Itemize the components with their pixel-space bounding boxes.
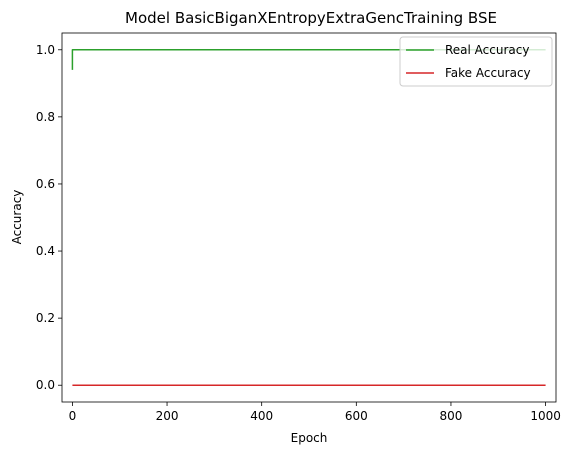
x-axis-label: Epoch (291, 431, 328, 445)
y-tick-label: 0.4 (36, 244, 55, 258)
series-line-1 (71, 49, 546, 70)
legend-label: Fake Accuracy (445, 66, 531, 80)
x-tick-label: 600 (345, 409, 368, 423)
y-tick-label: 0.0 (36, 378, 55, 392)
legend: Real Accuracy Fake Accuracy (399, 36, 553, 87)
axes-frame (61, 32, 557, 403)
legend-label: Real Accuracy (445, 43, 529, 57)
x-tick-label: 1000 (530, 409, 561, 423)
plot-area: 0 200 400 600 800 1000 0.0 0.2 0.4 0.6 0.8 1.0 Real … (36, 32, 561, 423)
y-axis-label: Accuracy (10, 190, 24, 245)
x-tick-label: 800 (440, 409, 463, 423)
x-tick-label: 200 (156, 409, 179, 423)
x-tick-label: 0 (69, 409, 77, 423)
legend-box (399, 36, 553, 87)
chart-title: Model BasicBiganXEntropyExtraGencTrainin… (125, 9, 497, 27)
y-tick-label: 0.2 (36, 311, 55, 325)
y-tick-label: 0.6 (36, 177, 55, 191)
y-tick-label: 1.0 (36, 43, 55, 57)
y-tick-label: 0.8 (36, 110, 55, 124)
x-tick-label: 400 (250, 409, 273, 423)
